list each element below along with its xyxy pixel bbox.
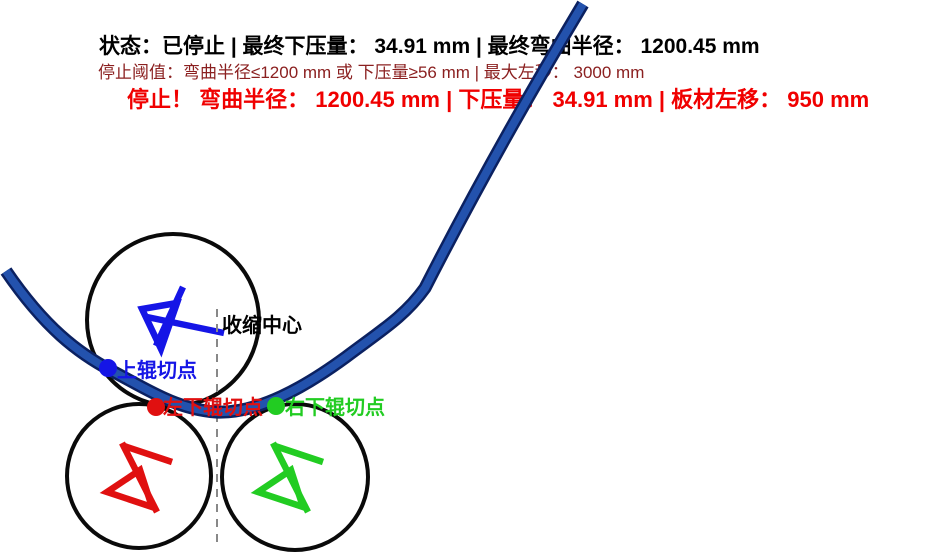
top-roller-rotation-arrow-icon	[137, 285, 225, 358]
bottom-right-roller-tangent-dot	[267, 397, 285, 415]
bottom-left-roller-rotation-arrow-icon	[99, 441, 174, 514]
top-roller-tangent-label: 上辊切点	[117, 360, 197, 382]
alert-left-shift-value: 950 mm	[781, 87, 870, 112]
stop-alert-line: 停止！ 弯曲半径： 1200.45 mm | 下压量： 34.91 mm | 板…	[127, 87, 870, 112]
alert-bend-radius-value: 1200.45 mm	[309, 87, 440, 112]
stop-threshold-text: 停止阈值：弯曲半径≤1200 mm 或 下压量≥56 mm | 最大左移： 30…	[98, 63, 645, 82]
bottom-left-roller-tangent-label: 左下辊切点	[163, 397, 263, 419]
bottom-right-roller-rotation-arrow-icon	[250, 441, 325, 514]
status-line-final: 状态：已停止 | 最终下压量： 34.91 mm | 最终弯曲半径： 1200.…	[99, 35, 760, 58]
stop-alert-label: 停止！ 弯曲半径：	[127, 87, 310, 112]
status-state-label: 状态：已停止 | 最终下压量：	[99, 35, 369, 58]
bottom-right-roller-tangent-label: 右下辊切点	[285, 397, 385, 419]
final-bend-radius-value: 1200.45 mm	[634, 35, 760, 58]
alert-press-depth-value: 34.91 mm	[546, 87, 653, 112]
top-roller-tangent-dot	[99, 359, 117, 377]
shrink-center-label: 收缩中心	[222, 315, 302, 337]
stop-threshold-line: 停止阈值：弯曲半径≤1200 mm 或 下压量≥56 mm | 最大左移： 30…	[98, 63, 645, 83]
final-press-depth-value: 34.91 mm	[368, 35, 471, 58]
alert-shift-label: | 板材左移：	[652, 87, 782, 112]
bottom-left-roller-tangent-dot	[147, 398, 165, 416]
